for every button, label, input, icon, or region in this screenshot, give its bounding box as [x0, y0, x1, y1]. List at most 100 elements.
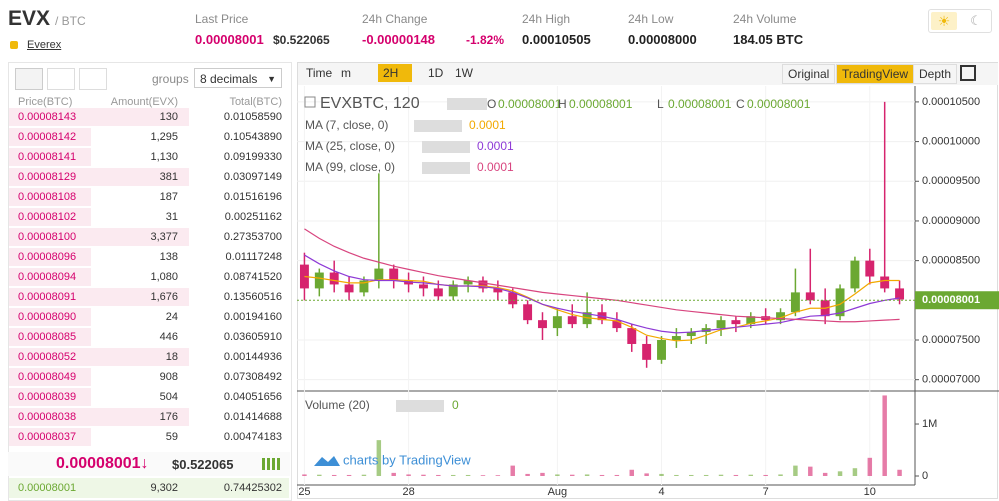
decimals-select[interactable]: 8 decimals ▼ [194, 68, 282, 88]
ask-total[interactable]: 0.08741520 [223, 271, 282, 283]
ask-price[interactable]: 0.00008129 [18, 171, 77, 183]
ask-total[interactable]: 0.03605910 [223, 331, 282, 343]
volume-bar [778, 474, 783, 476]
symbol: EVX [8, 7, 51, 30]
ask-amount[interactable]: 59 [165, 431, 178, 443]
ask-price[interactable]: 0.00008108 [18, 191, 77, 203]
volume-bar [480, 475, 486, 476]
bid-total[interactable]: 0.74425302 [223, 482, 282, 494]
ask-price[interactable]: 0.00008143 [18, 111, 77, 123]
theme-toggle[interactable]: ☀ ☾ [928, 9, 992, 33]
token-name[interactable]: Everex [27, 39, 62, 51]
moving-average-line [304, 254, 900, 334]
ask-amount[interactable]: 18 [165, 351, 178, 363]
dark-theme[interactable]: ☾ [970, 13, 982, 28]
ask-row-bg [9, 108, 189, 126]
fullscreen-button[interactable] [960, 65, 976, 81]
last-price-bar [8, 452, 290, 476]
light-theme[interactable]: ☀ [931, 12, 957, 30]
ask-price[interactable]: 0.00008037 [18, 431, 77, 443]
ask-price[interactable]: 0.00008102 [18, 211, 77, 223]
ask-total[interactable]: 0.09199330 [223, 151, 282, 163]
ask-total[interactable]: 0.00194160 [223, 311, 282, 323]
ask-amount[interactable]: 1,130 [150, 151, 178, 163]
ask-total[interactable]: 0.00144936 [223, 351, 282, 363]
bid-price[interactable]: 0.00008001 [18, 482, 77, 494]
interval-button[interactable]: Time [306, 66, 333, 80]
ask-price[interactable]: 0.00008100 [18, 231, 77, 243]
ask-total[interactable]: 0.01414688 [223, 411, 282, 423]
ask-amount[interactable]: 381 [159, 171, 178, 183]
candle-body [538, 320, 547, 329]
ask-price[interactable]: 0.00008091 [18, 291, 77, 303]
ask-amount[interactable]: 1,080 [150, 271, 178, 283]
ask-row-bg [9, 408, 189, 426]
ask-amount[interactable]: 908 [159, 371, 178, 383]
interval-button[interactable]: 1W [455, 66, 473, 80]
ask-price[interactable]: 0.00008085 [18, 331, 77, 343]
volume-bar [570, 474, 575, 476]
volume-bar [599, 474, 605, 476]
interval-button[interactable]: 1D [428, 66, 444, 80]
ma-legend-value: 0.0001 [477, 139, 514, 153]
ask-total[interactable]: 0.27353700 [223, 231, 282, 243]
ask-amount[interactable]: 31 [165, 211, 178, 223]
ask-amount[interactable]: 187 [159, 191, 178, 203]
ma-legend-name: MA (7, close, 0) [305, 118, 388, 132]
ask-total[interactable]: 0.07308492 [223, 371, 282, 383]
view-button[interactable]: TradingView [836, 64, 915, 84]
groups-label: groups [152, 72, 189, 86]
ask-price[interactable]: 0.00008141 [18, 151, 77, 163]
view-button[interactable]: Depth [913, 64, 958, 84]
ask-price[interactable]: 0.00008049 [18, 371, 77, 383]
ask-amount[interactable]: 24 [165, 311, 178, 323]
view-button[interactable]: Original [782, 64, 836, 84]
ask-total[interactable]: 0.01516196 [223, 191, 282, 203]
volume-bar [822, 472, 828, 476]
ask-total[interactable]: 0.00251162 [224, 211, 282, 223]
ask-price[interactable]: 0.00008090 [18, 311, 77, 323]
ask-row-bg [9, 188, 91, 206]
view-both[interactable] [15, 68, 43, 90]
volume-bar [525, 473, 530, 476]
ask-amount[interactable]: 130 [159, 111, 178, 123]
ask-amount[interactable]: 3,377 [150, 231, 178, 243]
ask-total[interactable]: 0.04051656 [223, 391, 282, 403]
ask-price[interactable]: 0.00008094 [18, 271, 77, 283]
x-tick-label: 7 [763, 486, 769, 498]
volume-bar [436, 474, 441, 476]
ask-amount[interactable]: 1,295 [150, 131, 178, 143]
ask-amount[interactable]: 176 [159, 411, 178, 423]
interval-button[interactable]: 2H [378, 64, 413, 82]
chart-title: EVXBTC, 120 [320, 95, 420, 112]
interval-button[interactable]: m [341, 66, 351, 80]
ask-price[interactable]: 0.00008096 [18, 251, 77, 263]
ask-total[interactable]: 0.01058590 [223, 111, 282, 123]
bid-amount[interactable]: 9,302 [150, 482, 178, 494]
ask-price[interactable]: 0.00008052 [18, 351, 77, 363]
ask-amount[interactable]: 504 [159, 391, 178, 403]
last-price-marker [915, 291, 999, 310]
view-bids[interactable] [47, 68, 75, 90]
ask-amount[interactable]: 138 [159, 251, 178, 263]
ask-amount[interactable]: 446 [159, 331, 178, 343]
candle-body [359, 280, 369, 293]
volume-bar [614, 474, 620, 476]
ask-total[interactable]: 0.01117248 [225, 251, 282, 263]
chart: 0.00010500 0.00010000 0.00009500 0.00009000… [297, 86, 999, 498]
ask-total[interactable]: 0.13560516 [223, 291, 282, 303]
ask-total[interactable]: 0.00474183 [223, 431, 282, 443]
book-last-usd: $0.522065 [172, 457, 234, 472]
ask-total[interactable]: 0.03097149 [223, 171, 282, 183]
ask-total[interactable]: 0.10543890 [223, 131, 282, 143]
candle-body [314, 272, 324, 289]
ask-price[interactable]: 0.00008038 [18, 411, 77, 423]
y-tick-label: 0.00007500 [922, 334, 980, 346]
ask-price[interactable]: 0.00008039 [18, 391, 77, 403]
ask-price[interactable]: 0.00008142 [18, 131, 77, 143]
volume-bar [331, 474, 337, 476]
ask-amount[interactable]: 1,676 [150, 291, 178, 303]
volume-icons [396, 400, 444, 412]
bid-row-bg [9, 478, 289, 498]
view-asks[interactable] [79, 68, 107, 90]
